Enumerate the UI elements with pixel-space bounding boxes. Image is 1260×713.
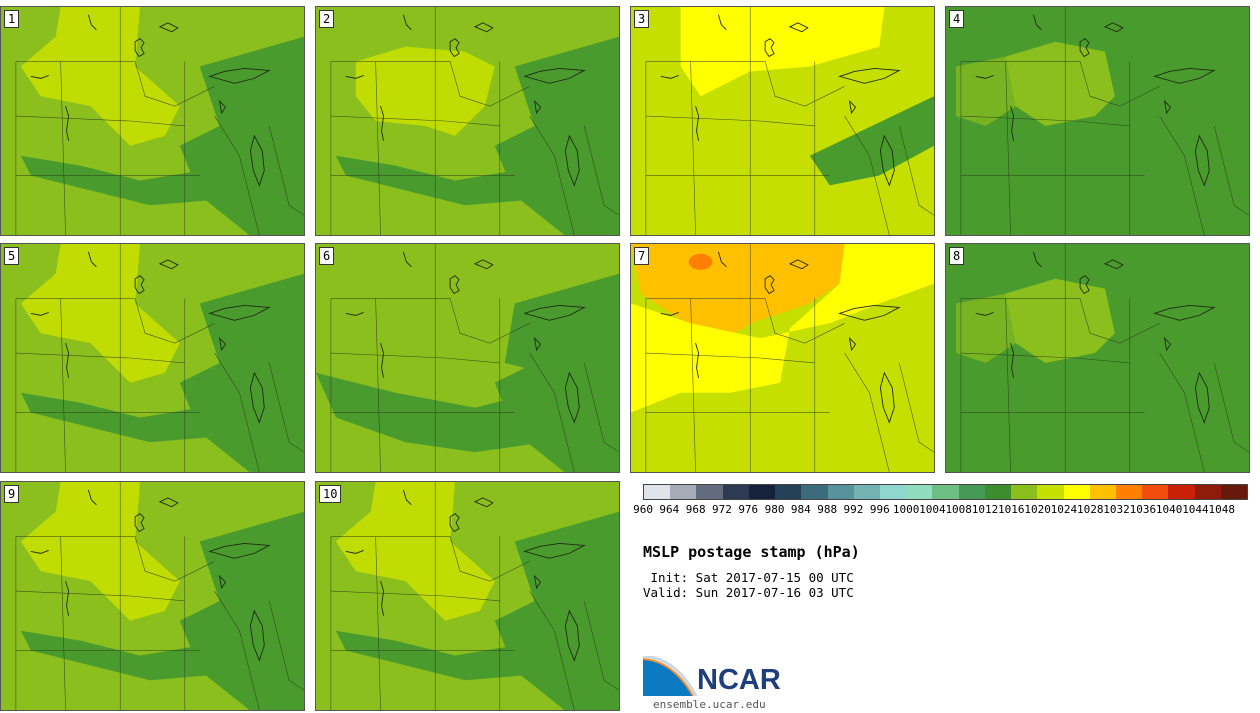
colorbar-label-1048: 1048 [1208,503,1235,516]
colorbar-label-1040: 1040 [1155,503,1183,516]
pressure-field-map [330,7,619,235]
pressure-field-map [645,7,934,235]
pressure-field-map [631,244,934,472]
pressure-field-map [955,7,1249,235]
colorbar-label-968: 968 [685,503,706,516]
colorbar-labels: 960 964 968 972 976 980 984 988 992 996 1000 1004 10… [632,503,1252,517]
colorbar-swatch-968 [696,485,723,499]
colorbar-label-1036: 1036 [1129,503,1157,516]
ncar-logo-icon [643,656,698,696]
map-panel-2: 2 [315,6,620,236]
colorbar-swatch-1000 [906,485,933,499]
colorbar-label-960: 960 [633,503,653,516]
map-panel-5: 5 [0,243,305,473]
colorbar [643,484,1248,500]
colorbar-swatch-1004 [932,485,959,499]
colorbar-label-1028: 1028 [1076,503,1104,516]
panel-number: 9 [4,485,20,503]
colorbar-label-1032: 1032 [1103,503,1130,516]
colorbar-label-1004: 1004 [919,503,946,516]
pressure-field-map [15,482,304,710]
colorbar-swatch-1036 [1142,485,1169,499]
map-panel-7: 7 [630,243,935,473]
colorbar-label-972: 972 [712,503,732,516]
plot-title: MSLP postage stamp (hPa) [643,543,860,561]
colorbar-label-1016: 1016 [998,503,1025,516]
pressure-field-map [330,482,619,710]
colorbar-swatch-984 [801,485,828,499]
colorbar-swatch-996 [879,485,907,499]
map-panel-1: 1 [0,6,305,236]
map-panel-10: 10 [315,481,620,711]
colorbar-swatch-960 [644,485,671,499]
colorbar-swatch-1020 [1037,485,1064,499]
colorbar-label-1012: 1012 [971,503,999,516]
colorbar-swatch-1048 [1220,485,1248,499]
pressure-field-map [955,244,1249,472]
colorbar-label-1020: 1020 [1024,503,1051,516]
colorbar-label-1044: 1044 [1182,503,1209,516]
colorbar-label-964: 964 [659,503,680,516]
panel-number: 5 [4,247,20,265]
colorbar-swatch-972 [722,485,749,499]
colorbar-label-988: 988 [817,503,838,516]
colorbar-label-980: 980 [764,503,785,516]
colorbar-label-976: 976 [738,503,759,516]
colorbar-swatch-1016 [1011,485,1038,499]
panel-number: 2 [319,10,335,28]
init-time: Init: Sat 2017-07-15 00 UTC [643,570,854,585]
colorbar-swatch-1032 [1115,485,1143,499]
valid-time: Valid: Sun 2017-07-16 03 UTC [643,585,854,600]
colorbar-label-1008: 1008 [945,503,972,516]
colorbar-swatch-980 [775,485,802,499]
panel-number: 7 [634,247,650,265]
map-panel-8: 8 [945,243,1250,473]
panel-number: 3 [634,10,650,28]
logo-url: ensemble.ucar.edu [653,698,766,711]
colorbar-swatch-1040 [1168,485,1195,499]
colorbar-swatch-1012 [984,485,1012,499]
colorbar-label-996: 996 [869,503,890,516]
map-panel-4: 4 [945,6,1250,236]
panel-number: 1 [4,10,20,28]
colorbar-label-1024: 1024 [1050,503,1078,516]
colorbar-swatch-1028 [1089,485,1116,499]
panel-number: 10 [319,485,342,503]
pressure-field-map [316,244,619,472]
colorbar-label-992: 992 [843,503,864,516]
panel-number: 4 [949,10,965,28]
map-panel-9: 9 [0,481,305,711]
colorbar-label-984: 984 [790,503,811,516]
colorbar-swatch-1008 [958,485,985,499]
pressure-field-map [15,244,304,472]
colorbar-swatch-976 [748,485,776,499]
colorbar-swatch-964 [670,485,697,499]
ncar-logo-text: NCAR [697,664,781,696]
colorbar-swatch-988 [827,485,854,499]
map-panel-3: 3 [630,6,935,236]
map-panel-6: 6 [315,243,620,473]
pressure-field-map [15,7,304,235]
colorbar-swatch-992 [853,485,880,499]
colorbar-label-1000: 1000 [892,503,920,516]
colorbar-swatch-1044 [1194,485,1221,499]
panel-number: 6 [319,247,335,265]
colorbar-swatch-1024 [1063,485,1090,499]
panel-number: 8 [949,247,965,265]
